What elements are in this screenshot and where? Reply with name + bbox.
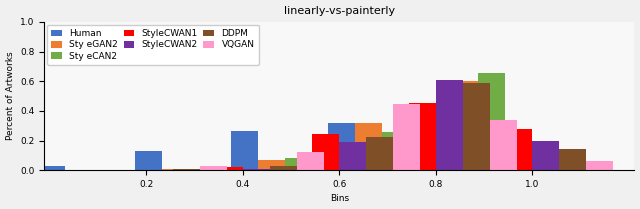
- Bar: [451, 81, 478, 170]
- Bar: [285, 158, 312, 170]
- Bar: [382, 132, 409, 170]
- X-axis label: Bins: Bins: [330, 194, 349, 203]
- Bar: [312, 134, 339, 170]
- Bar: [38, 166, 65, 170]
- Bar: [559, 149, 586, 170]
- Bar: [409, 103, 436, 170]
- Bar: [532, 140, 559, 170]
- Bar: [135, 151, 162, 170]
- Title: linearly-vs-painterly: linearly-vs-painterly: [284, 6, 395, 15]
- Bar: [243, 169, 270, 170]
- Bar: [394, 104, 420, 170]
- Bar: [490, 121, 516, 170]
- Bar: [328, 124, 355, 170]
- Bar: [173, 169, 200, 170]
- Bar: [231, 131, 259, 170]
- Bar: [366, 137, 394, 170]
- Y-axis label: Percent of Artworks: Percent of Artworks: [6, 52, 15, 140]
- Bar: [478, 73, 505, 170]
- Bar: [463, 83, 490, 170]
- Bar: [505, 129, 532, 170]
- Bar: [200, 166, 227, 170]
- Legend: Human, Sty eGAN2, Sty eCAN2, StyleCWAN1, StyleCWAN2, DDPM, VQGAN: Human, Sty eGAN2, Sty eCAN2, StyleCWAN1,…: [47, 25, 259, 65]
- Bar: [436, 80, 463, 170]
- Bar: [162, 169, 189, 170]
- Bar: [270, 166, 297, 170]
- Bar: [586, 161, 613, 170]
- Bar: [355, 123, 382, 170]
- Bar: [424, 132, 451, 170]
- Bar: [297, 152, 324, 170]
- Bar: [216, 167, 243, 170]
- Bar: [259, 160, 285, 170]
- Bar: [339, 142, 366, 170]
